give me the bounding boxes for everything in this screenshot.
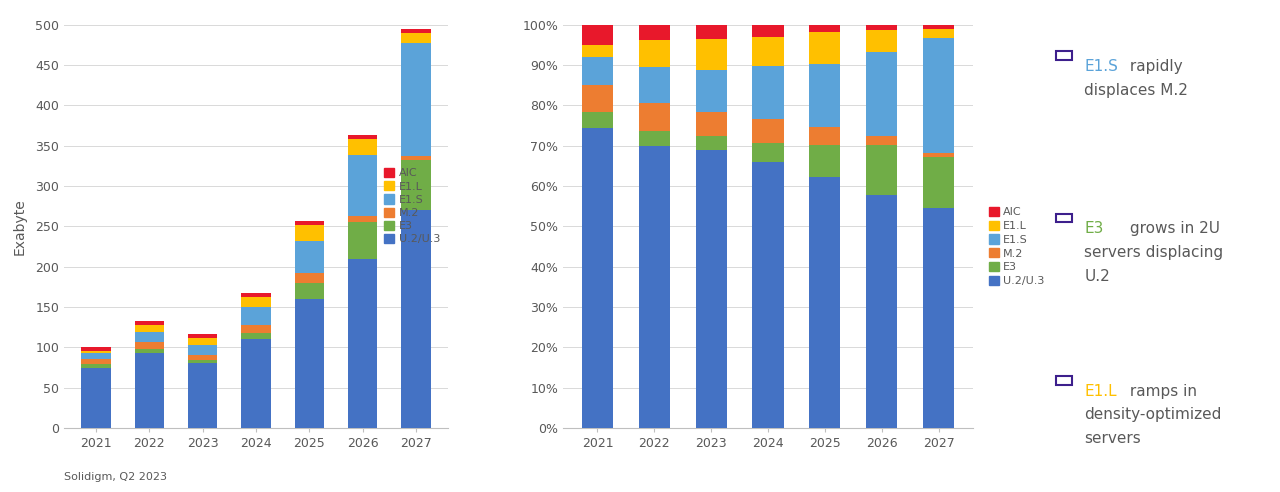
Bar	[753, 119, 783, 143]
Bar	[188, 338, 218, 345]
Text: servers: servers	[1084, 431, 1140, 446]
Bar	[294, 221, 324, 225]
Text: rapidly: rapidly	[1125, 59, 1183, 74]
Bar	[242, 339, 270, 428]
Bar	[242, 307, 270, 325]
Bar	[134, 349, 164, 353]
Bar	[348, 259, 378, 428]
Bar	[753, 37, 783, 65]
Bar	[242, 325, 270, 333]
Bar	[294, 241, 324, 273]
Text: Solidigm, Q2 2023: Solidigm, Q2 2023	[64, 472, 166, 482]
Bar	[294, 273, 324, 283]
Bar	[82, 353, 111, 359]
Bar	[294, 299, 324, 428]
Bar	[923, 208, 954, 428]
Text: density-optimized: density-optimized	[1084, 407, 1221, 422]
Bar	[923, 157, 954, 208]
Bar	[695, 38, 727, 70]
Bar	[753, 143, 783, 162]
Bar	[134, 325, 164, 332]
Text: E3: E3	[1084, 221, 1103, 236]
Bar	[809, 25, 841, 32]
Bar	[809, 146, 841, 177]
Bar	[82, 346, 111, 351]
Bar	[242, 297, 270, 307]
Bar	[348, 139, 378, 155]
Bar	[401, 30, 430, 33]
Text: displaces M.2: displaces M.2	[1084, 83, 1188, 97]
Legend: AIC, E1.L, E1.S, M.2, E3, U.2/U.3: AIC, E1.L, E1.S, M.2, E3, U.2/U.3	[383, 166, 443, 246]
Bar	[923, 38, 954, 153]
Text: grows in 2U: grows in 2U	[1125, 221, 1220, 236]
Bar	[134, 332, 164, 342]
Bar	[867, 136, 897, 145]
Bar	[294, 283, 324, 299]
Bar	[582, 57, 613, 85]
Bar	[809, 177, 841, 428]
Bar	[639, 40, 669, 67]
Legend: AIC, E1.L, E1.S, M.2, E3, U.2/U.3: AIC, E1.L, E1.S, M.2, E3, U.2/U.3	[987, 205, 1047, 288]
Bar	[582, 25, 613, 45]
Y-axis label: Exabyte: Exabyte	[13, 198, 27, 255]
Bar	[753, 162, 783, 428]
Bar	[582, 85, 613, 113]
Bar	[188, 355, 218, 360]
Bar	[867, 195, 897, 428]
Bar	[809, 126, 841, 146]
Bar	[639, 131, 669, 146]
Bar	[188, 335, 218, 338]
Bar	[695, 150, 727, 428]
Bar	[753, 25, 783, 37]
Bar	[134, 342, 164, 349]
Bar	[923, 29, 954, 38]
Bar	[639, 67, 669, 103]
Bar	[695, 136, 727, 150]
Bar	[348, 155, 378, 216]
Bar	[82, 351, 111, 353]
Bar	[188, 360, 218, 364]
Bar	[582, 128, 613, 428]
Bar	[242, 333, 270, 339]
Text: ramps in: ramps in	[1125, 384, 1197, 399]
Bar	[82, 368, 111, 428]
Bar	[695, 25, 727, 38]
Text: U.2: U.2	[1084, 269, 1110, 283]
Bar	[401, 33, 430, 43]
Bar	[582, 113, 613, 128]
Bar	[809, 64, 841, 126]
Bar	[867, 30, 897, 52]
Bar	[923, 153, 954, 157]
Bar	[348, 222, 378, 259]
Bar	[753, 65, 783, 119]
Bar	[294, 225, 324, 241]
Bar	[695, 70, 727, 112]
Bar	[695, 112, 727, 136]
Bar	[867, 25, 897, 30]
Bar	[242, 293, 270, 297]
Bar	[348, 216, 378, 222]
Bar	[923, 25, 954, 29]
Bar	[401, 43, 430, 156]
Text: E1.S: E1.S	[1084, 59, 1117, 74]
Bar	[809, 32, 841, 64]
Bar	[82, 364, 111, 368]
Bar	[867, 52, 897, 136]
Text: E1.L: E1.L	[1084, 384, 1116, 399]
Bar	[188, 345, 218, 355]
Text: servers displacing: servers displacing	[1084, 245, 1224, 260]
Bar	[348, 135, 378, 139]
Bar	[639, 146, 669, 428]
Bar	[639, 25, 669, 40]
Bar	[82, 359, 111, 364]
Bar	[582, 45, 613, 57]
Bar	[639, 103, 669, 131]
Bar	[188, 364, 218, 428]
Bar	[401, 160, 430, 210]
Bar	[867, 145, 897, 195]
Bar	[134, 321, 164, 325]
Bar	[401, 156, 430, 160]
Bar	[401, 210, 430, 428]
Bar	[134, 353, 164, 428]
